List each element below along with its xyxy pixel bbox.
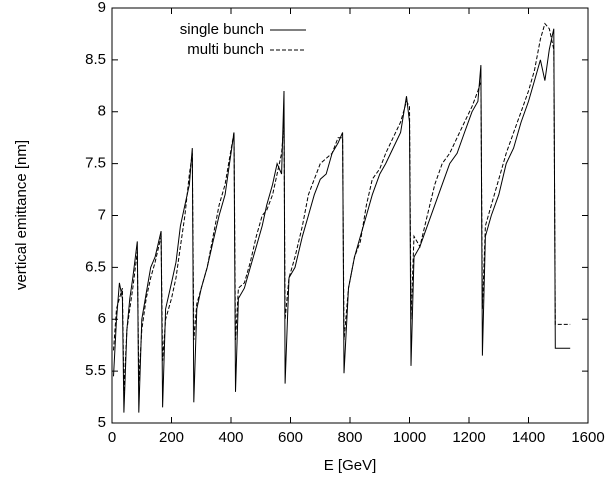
x-tick-label: 1600 [571, 429, 604, 446]
x-tick-label: 400 [218, 429, 243, 446]
x-tick-label: 200 [159, 429, 184, 446]
y-tick-label: 7.5 [85, 155, 106, 172]
y-tick-label: 7 [98, 206, 106, 223]
x-tick-label: 1200 [452, 429, 485, 446]
y-axis-label: vertical emittance [nm] [13, 140, 30, 290]
x-tick-label: 800 [337, 429, 362, 446]
x-axis-label: E [GeV] [324, 457, 377, 474]
series-line [113, 28, 571, 413]
y-tick-label: 6 [98, 310, 106, 327]
x-tick-label: 600 [278, 429, 303, 446]
y-tick-label: 8 [98, 103, 106, 120]
series-line [113, 22, 571, 392]
y-tick-label: 5.5 [85, 362, 106, 379]
y-tick-label: 8.5 [85, 51, 106, 68]
x-tick-label: 1400 [512, 429, 545, 446]
x-tick-label: 1000 [393, 429, 426, 446]
x-tick-label: 0 [108, 429, 116, 446]
legend-label: multi bunch [187, 41, 264, 58]
legend-label: single bunch [180, 21, 264, 38]
plot-frame [111, 7, 589, 424]
y-tick-label: 5 [98, 414, 106, 431]
y-tick-label: 9 [98, 0, 106, 16]
y-tick-label: 6.5 [85, 258, 106, 275]
